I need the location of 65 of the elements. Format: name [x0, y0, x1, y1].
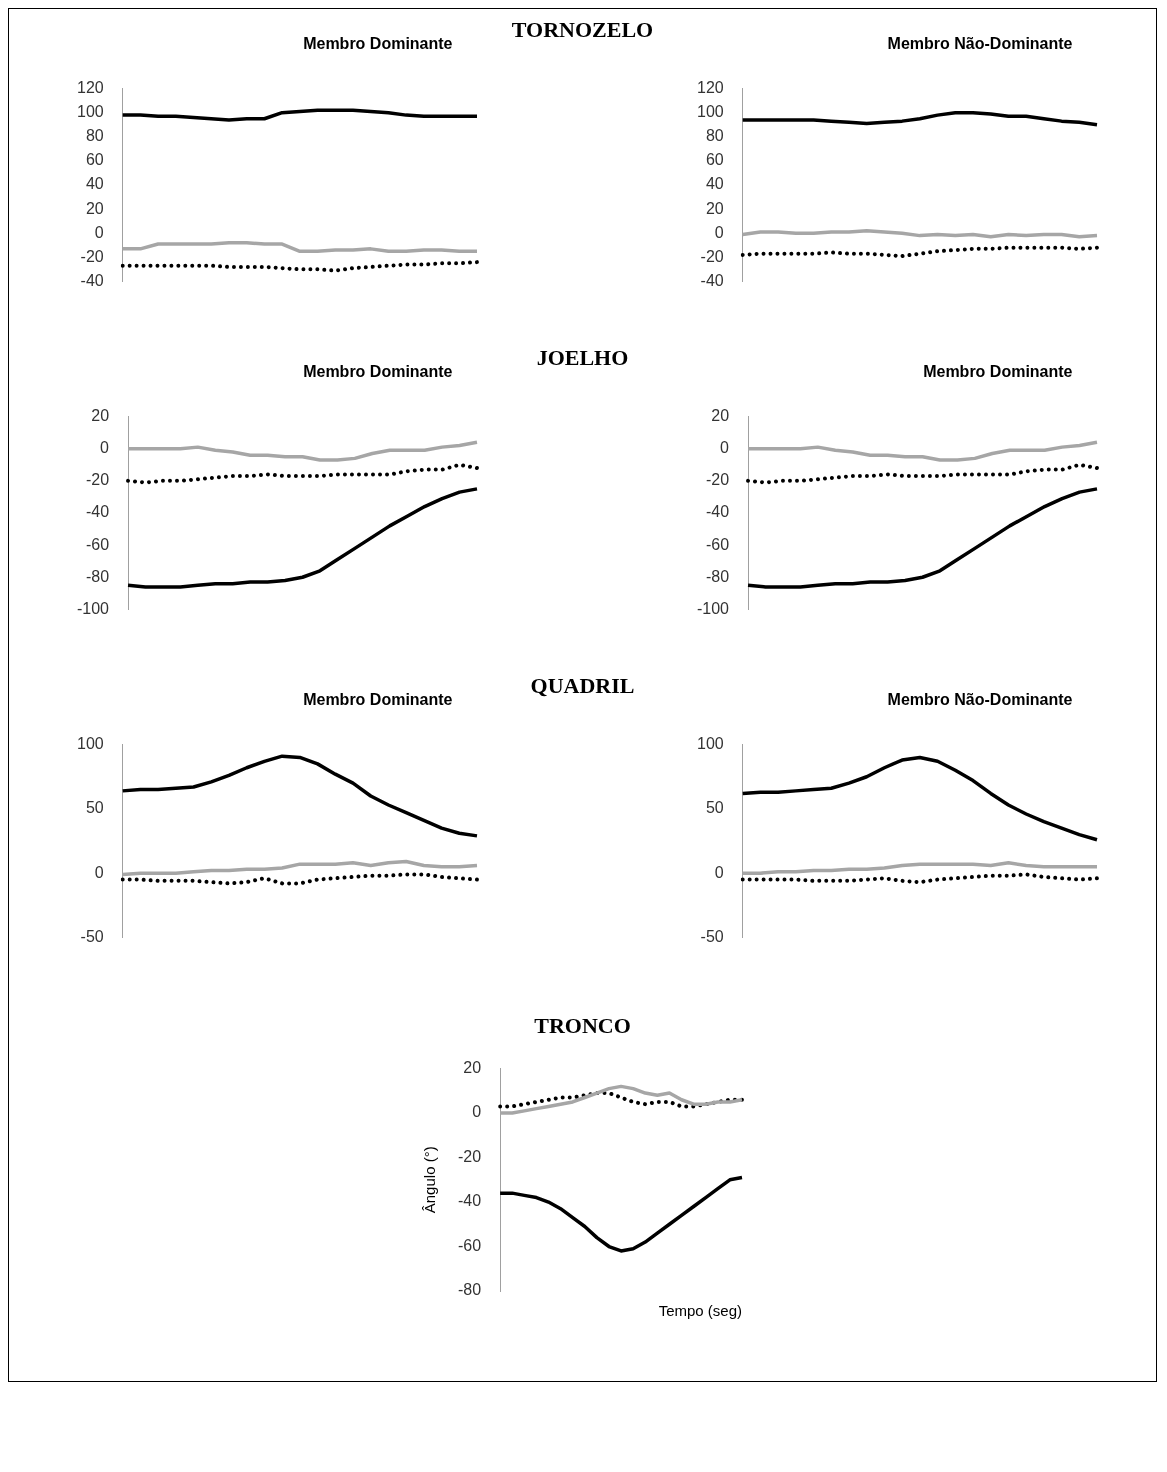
y-tick-label: -40	[700, 271, 724, 289]
y-tick-label: -80	[457, 1281, 481, 1299]
y-tick-label: -20	[457, 1147, 481, 1165]
y-tick-label: 80	[85, 127, 104, 145]
chart-subtitle: Membro Não-Dominante	[886, 34, 1074, 54]
y-tick-label: -20	[700, 247, 724, 265]
y-tick-label: -60	[705, 535, 729, 553]
y-tick-label: 50	[85, 799, 104, 817]
y-tick-label: 20	[85, 199, 104, 217]
y-tick-label: -100	[696, 599, 729, 617]
chart-subtitle: Membro Dominante	[922, 362, 1074, 382]
y-tick-label: 20	[705, 199, 724, 217]
chart-subtitle: Membro Não-Dominante	[886, 690, 1074, 710]
y-tick-label: -40	[85, 503, 109, 521]
y-tick-label: -80	[85, 567, 109, 585]
y-tick-label: 0	[719, 439, 729, 457]
y-tick-label: 20	[462, 1059, 481, 1077]
chart-subtitle: Membro Dominante	[302, 362, 454, 382]
y-tick-label: -40	[457, 1192, 481, 1210]
y-tick-label: 100	[696, 103, 724, 121]
y-tick-label: 100	[76, 103, 104, 121]
line-series	[740, 245, 1099, 259]
y-tick-label: 0	[94, 223, 104, 241]
line-series	[497, 1091, 744, 1109]
y-tick-label: 80	[705, 127, 724, 145]
y-tick-label: 120	[696, 79, 724, 97]
y-tick-label: 0	[714, 223, 724, 241]
y-tick-label: -60	[457, 1236, 481, 1254]
y-tick-label: 100	[76, 735, 104, 753]
line-series	[125, 462, 479, 485]
y-tick-label: -40	[80, 271, 104, 289]
line-series	[120, 260, 479, 273]
y-tick-label: 0	[94, 863, 104, 881]
y-tick-label: -60	[85, 535, 109, 553]
text: JOELHO	[536, 345, 629, 371]
y-axis-title: Ângulo (°)	[420, 1146, 438, 1214]
y-tick-label: 100	[696, 735, 724, 753]
y-tick-label: 120	[76, 79, 104, 97]
line-series	[740, 872, 1099, 885]
line-series	[745, 462, 1099, 485]
chart-title: TRONCO	[533, 1013, 632, 1040]
y-tick-label: -50	[700, 927, 724, 945]
y-tick-label: 0	[714, 863, 724, 881]
chart-subtitle: Membro Dominante	[302, 34, 454, 54]
y-tick-label: 0	[471, 1103, 481, 1121]
text: TORNOZELO	[511, 17, 654, 43]
y-tick-label: -20	[80, 247, 104, 265]
y-tick-label: -20	[705, 471, 729, 489]
y-tick-label: 50	[705, 799, 724, 817]
y-tick-label: -80	[705, 567, 729, 585]
y-tick-label: -100	[76, 599, 109, 617]
y-tick-label: 60	[705, 151, 724, 169]
y-tick-label: 60	[85, 151, 104, 169]
y-tick-label: 20	[710, 407, 729, 425]
y-tick-label: 20	[90, 407, 109, 425]
x-axis-title: Tempo (seg)	[658, 1302, 742, 1320]
line-series	[120, 872, 479, 886]
y-tick-label: -40	[705, 503, 729, 521]
y-tick-label: 0	[99, 439, 109, 457]
y-tick-label: -20	[85, 471, 109, 489]
y-tick-label: 40	[705, 175, 724, 193]
y-tick-label: 40	[85, 175, 104, 193]
text: QUADRIL	[530, 673, 635, 699]
y-tick-label: -50	[80, 927, 104, 945]
chart-subtitle: Membro Dominante	[302, 690, 454, 710]
